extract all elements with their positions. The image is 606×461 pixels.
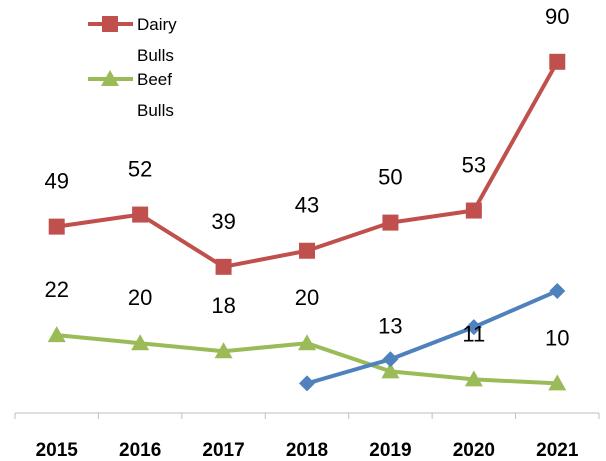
beef-bulls-data-label: 11 <box>462 321 485 346</box>
dairy-bulls-data-label: 52 <box>128 157 152 182</box>
dairy-bulls-point <box>132 206 149 223</box>
dairy-bulls-point <box>549 53 566 70</box>
x-tick-label: 2018 <box>286 440 328 461</box>
dairy-bulls-data-label: 39 <box>211 209 235 234</box>
unlabeled-series-line <box>306 289 559 386</box>
legend: Dairy Bulls Beef Bulls <box>88 15 177 120</box>
unlabeled-series-point <box>549 282 566 299</box>
x-axis: 2015 2016 2017 2018 2019 2020 2021 <box>14 412 600 461</box>
beef-bulls-point <box>548 374 567 391</box>
beef-bulls-point <box>131 334 150 351</box>
legend-label: Bulls <box>137 46 174 65</box>
unlabeled-series-point <box>465 319 482 336</box>
plot-area <box>47 53 567 392</box>
beef-bulls-data-label: 13 <box>378 313 402 338</box>
data-labels: 49 52 39 43 50 53 90 22 20 18 20 13 11 10 <box>44 4 569 351</box>
beef-bulls-point <box>47 326 66 343</box>
beef-bulls-data-label: 10 <box>545 325 569 350</box>
dairy-bulls-data-label: 90 <box>545 4 569 29</box>
beef-bulls-point <box>464 370 483 387</box>
dairy-bulls-data-label: 53 <box>462 153 486 178</box>
dairy-bulls-point <box>299 242 315 259</box>
dairy-bulls-point <box>382 214 399 231</box>
series-beef-bulls <box>47 326 567 391</box>
legend-marker <box>101 70 119 86</box>
beef-bulls-point <box>381 362 400 379</box>
series-dairy-bulls <box>48 53 566 275</box>
x-tick-label: 2016 <box>119 440 161 461</box>
series-unlabeled-series <box>299 282 566 392</box>
beef-bulls-data-label: 18 <box>211 293 235 318</box>
legend-label: Beef <box>137 70 172 89</box>
beef-bulls-data-label: 20 <box>295 285 319 310</box>
dairy-bulls-data-label: 49 <box>44 169 68 194</box>
x-tick-label: 2019 <box>369 440 411 461</box>
unlabeled-series-point <box>382 351 399 368</box>
x-tick-label: 2017 <box>202 440 244 461</box>
beef-bulls-point <box>298 334 316 351</box>
beef-bulls-point <box>214 342 233 359</box>
dairy-bulls-data-label: 43 <box>295 193 319 218</box>
beef-bulls-data-label: 20 <box>128 285 152 310</box>
legend-label: Bulls <box>137 101 174 120</box>
beef-bulls-data-label: 22 <box>44 277 68 302</box>
dairy-bulls-point <box>215 258 232 275</box>
x-tick-label: 2021 <box>536 440 579 461</box>
legend-item-beef-bulls: Beef Bulls <box>88 70 174 120</box>
legend-item-dairy-bulls: Dairy Bulls <box>88 15 177 65</box>
dairy-bulls-data-label: 50 <box>378 165 402 190</box>
unlabeled-series-point <box>299 375 315 392</box>
dairy-bulls-point <box>465 202 482 219</box>
legend-marker <box>102 16 118 32</box>
x-tick-label: 2015 <box>36 440 79 461</box>
legend-label: Dairy <box>137 15 177 34</box>
x-tick-label: 2020 <box>453 440 495 461</box>
dairy-bulls-point <box>48 218 65 235</box>
